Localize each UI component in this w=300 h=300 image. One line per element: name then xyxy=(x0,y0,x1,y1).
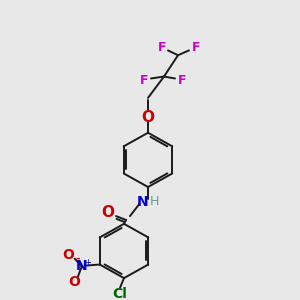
Text: -: - xyxy=(75,254,80,264)
Text: O: O xyxy=(101,205,115,220)
Text: F: F xyxy=(178,74,186,87)
Text: F: F xyxy=(192,41,200,54)
Text: +: + xyxy=(84,258,91,267)
Text: O: O xyxy=(62,248,74,262)
Text: H: H xyxy=(149,195,159,208)
Text: Cl: Cl xyxy=(112,286,128,300)
Text: F: F xyxy=(140,74,148,87)
Text: O: O xyxy=(68,275,80,289)
Text: F: F xyxy=(158,41,166,54)
Text: O: O xyxy=(142,110,154,125)
Text: N: N xyxy=(76,260,88,274)
Text: N: N xyxy=(137,194,149,208)
